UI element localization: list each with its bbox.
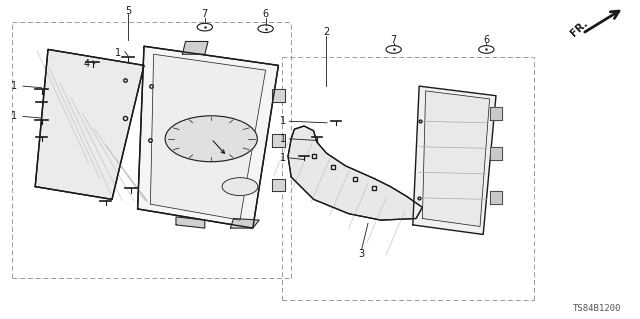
Text: TS84B1200: TS84B1200 — [572, 304, 621, 313]
Text: 1: 1 — [280, 153, 286, 163]
Polygon shape — [490, 191, 502, 204]
Polygon shape — [490, 147, 502, 160]
Text: FR.: FR. — [569, 19, 589, 39]
Text: 5: 5 — [125, 6, 131, 16]
Text: 6: 6 — [262, 9, 269, 19]
Text: 1: 1 — [11, 81, 17, 91]
Text: 1: 1 — [280, 116, 286, 126]
Text: 3: 3 — [358, 249, 365, 259]
Text: 1: 1 — [115, 48, 122, 58]
Text: 1: 1 — [280, 134, 286, 144]
Polygon shape — [413, 86, 496, 234]
Polygon shape — [176, 217, 205, 228]
Text: 4: 4 — [83, 59, 90, 69]
Polygon shape — [150, 54, 266, 220]
Text: 7: 7 — [202, 9, 208, 19]
Polygon shape — [182, 41, 208, 54]
Polygon shape — [288, 126, 422, 220]
Text: 1: 1 — [11, 111, 17, 122]
Polygon shape — [422, 91, 490, 226]
Polygon shape — [272, 179, 285, 191]
Text: 7: 7 — [390, 35, 397, 45]
Text: 2: 2 — [323, 27, 330, 37]
Circle shape — [165, 116, 257, 162]
Circle shape — [222, 178, 258, 196]
Polygon shape — [138, 46, 278, 228]
Polygon shape — [230, 219, 259, 228]
Polygon shape — [272, 134, 285, 147]
Polygon shape — [35, 49, 144, 199]
Text: 6: 6 — [483, 35, 490, 45]
Polygon shape — [490, 107, 502, 120]
Polygon shape — [272, 89, 285, 102]
